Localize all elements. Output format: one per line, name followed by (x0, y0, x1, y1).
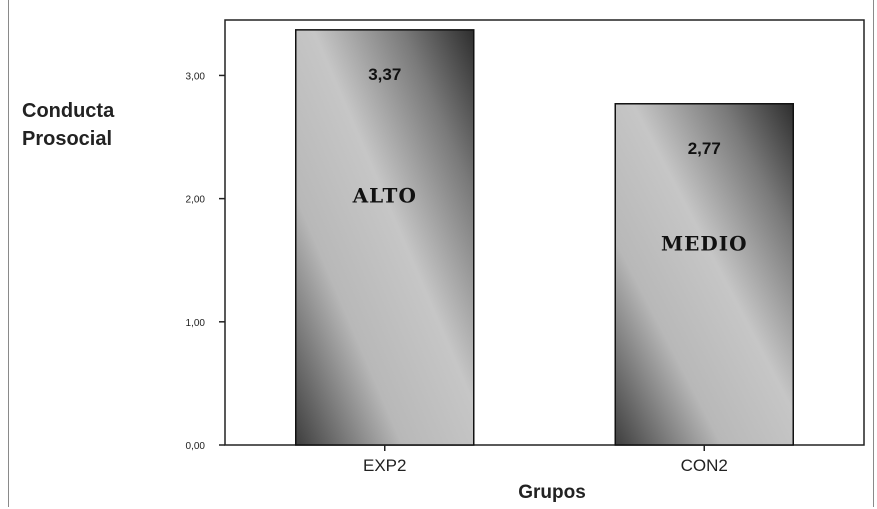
y-tick-label: 0,00 (186, 441, 206, 452)
y-axis-label-line-1: Conducta (22, 100, 115, 122)
figure-frame (8, 0, 874, 507)
bars: EXP2 3,37 ALTO CON2 2,77 MEDIO (295, 29, 794, 475)
bar-exp2 (295, 29, 475, 446)
bar-value-label: 3,37 (368, 65, 401, 84)
y-tick-label: 1,00 (186, 318, 206, 329)
y-axis-ticks: 0,00 1,00 2,00 3,00 (186, 71, 225, 452)
y-axis-label-line-2: Prosocial (22, 128, 112, 150)
bar-annotation: MEDIO (661, 231, 748, 255)
plot-area (224, 19, 865, 446)
x-tick-label: CON2 (681, 456, 728, 475)
y-tick-label: 2,00 (186, 195, 206, 206)
y-tick-label: 3,00 (186, 71, 206, 82)
bar-annotation: ALTO (352, 183, 417, 207)
x-axis-label: Grupos (518, 482, 586, 503)
x-tick-label: EXP2 (363, 456, 406, 475)
bar-value-label: 2,77 (688, 139, 721, 158)
